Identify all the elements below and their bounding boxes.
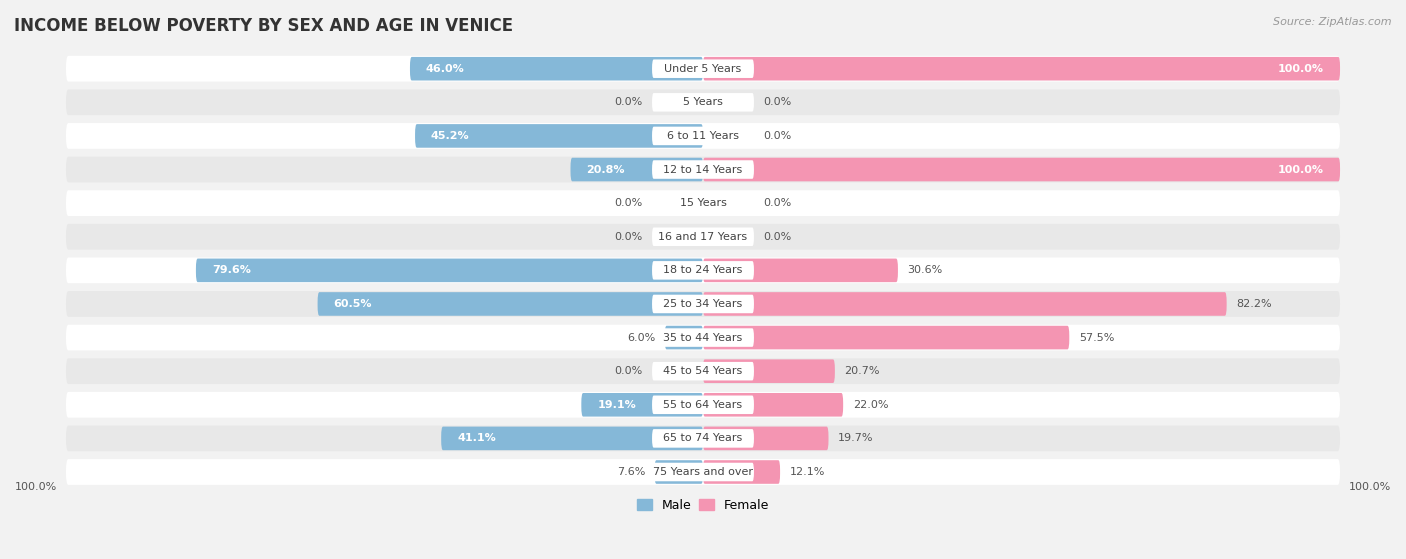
Text: 82.2%: 82.2% [1236,299,1272,309]
FancyBboxPatch shape [652,93,754,112]
FancyBboxPatch shape [652,160,754,179]
FancyBboxPatch shape [703,326,1070,349]
FancyBboxPatch shape [66,291,1340,317]
FancyBboxPatch shape [652,127,754,145]
FancyBboxPatch shape [655,460,703,484]
Text: 0.0%: 0.0% [614,232,643,241]
FancyBboxPatch shape [66,358,1340,384]
FancyBboxPatch shape [581,393,703,416]
Text: 7.6%: 7.6% [617,467,645,477]
Text: 100.0%: 100.0% [15,482,58,492]
FancyBboxPatch shape [415,124,703,148]
FancyBboxPatch shape [652,396,754,414]
Text: INCOME BELOW POVERTY BY SEX AND AGE IN VENICE: INCOME BELOW POVERTY BY SEX AND AGE IN V… [14,17,513,35]
FancyBboxPatch shape [66,325,1340,350]
FancyBboxPatch shape [66,89,1340,115]
FancyBboxPatch shape [652,194,754,212]
Text: 100.0%: 100.0% [1278,164,1324,174]
FancyBboxPatch shape [652,463,754,481]
FancyBboxPatch shape [652,228,754,246]
Text: 41.1%: 41.1% [457,433,496,443]
Text: Under 5 Years: Under 5 Years [665,64,741,74]
Text: 0.0%: 0.0% [614,198,643,208]
Text: 25 to 34 Years: 25 to 34 Years [664,299,742,309]
FancyBboxPatch shape [652,59,754,78]
FancyBboxPatch shape [66,224,1340,250]
FancyBboxPatch shape [66,190,1340,216]
FancyBboxPatch shape [318,292,703,316]
Text: Source: ZipAtlas.com: Source: ZipAtlas.com [1274,17,1392,27]
FancyBboxPatch shape [703,460,780,484]
Text: 22.0%: 22.0% [852,400,889,410]
FancyBboxPatch shape [66,258,1340,283]
Text: 65 to 74 Years: 65 to 74 Years [664,433,742,443]
Text: 100.0%: 100.0% [1278,64,1324,74]
FancyBboxPatch shape [703,393,844,416]
FancyBboxPatch shape [703,359,835,383]
Text: 16 and 17 Years: 16 and 17 Years [658,232,748,241]
Text: 46.0%: 46.0% [426,64,464,74]
Text: 35 to 44 Years: 35 to 44 Years [664,333,742,343]
FancyBboxPatch shape [66,459,1340,485]
Text: 0.0%: 0.0% [614,97,643,107]
Text: 19.1%: 19.1% [598,400,636,410]
Text: 75 Years and over: 75 Years and over [652,467,754,477]
Text: 19.7%: 19.7% [838,433,873,443]
FancyBboxPatch shape [441,427,703,450]
Text: 60.5%: 60.5% [333,299,373,309]
Text: 18 to 24 Years: 18 to 24 Years [664,266,742,276]
Text: 30.6%: 30.6% [907,266,943,276]
Legend: Male, Female: Male, Female [631,494,775,517]
Text: 55 to 64 Years: 55 to 64 Years [664,400,742,410]
Text: 6.0%: 6.0% [627,333,655,343]
Text: 0.0%: 0.0% [614,366,643,376]
FancyBboxPatch shape [703,292,1226,316]
FancyBboxPatch shape [652,429,754,448]
Text: 0.0%: 0.0% [763,198,792,208]
Text: 57.5%: 57.5% [1078,333,1114,343]
FancyBboxPatch shape [66,123,1340,149]
Text: 6 to 11 Years: 6 to 11 Years [666,131,740,141]
FancyBboxPatch shape [703,158,1340,181]
Text: 0.0%: 0.0% [763,232,792,241]
FancyBboxPatch shape [652,261,754,280]
FancyBboxPatch shape [652,328,754,347]
Text: 12 to 14 Years: 12 to 14 Years [664,164,742,174]
Text: 20.7%: 20.7% [845,366,880,376]
Text: 45.2%: 45.2% [432,131,470,141]
FancyBboxPatch shape [411,57,703,80]
FancyBboxPatch shape [571,158,703,181]
FancyBboxPatch shape [703,259,898,282]
FancyBboxPatch shape [665,326,703,349]
FancyBboxPatch shape [195,259,703,282]
FancyBboxPatch shape [66,56,1340,82]
FancyBboxPatch shape [652,295,754,313]
Text: 12.1%: 12.1% [790,467,825,477]
Text: 5 Years: 5 Years [683,97,723,107]
Text: 45 to 54 Years: 45 to 54 Years [664,366,742,376]
Text: 100.0%: 100.0% [1348,482,1391,492]
FancyBboxPatch shape [66,425,1340,451]
Text: 20.8%: 20.8% [586,164,624,174]
Text: 15 Years: 15 Years [679,198,727,208]
Text: 0.0%: 0.0% [763,131,792,141]
FancyBboxPatch shape [66,392,1340,418]
FancyBboxPatch shape [652,362,754,381]
Text: 0.0%: 0.0% [763,97,792,107]
Text: 79.6%: 79.6% [212,266,250,276]
FancyBboxPatch shape [66,157,1340,182]
FancyBboxPatch shape [703,57,1340,80]
FancyBboxPatch shape [703,427,828,450]
